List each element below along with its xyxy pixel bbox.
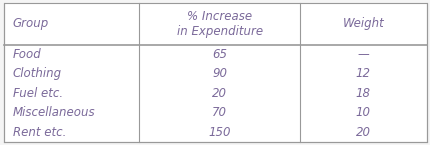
Text: Weight: Weight	[342, 17, 383, 30]
Text: 70: 70	[212, 106, 227, 119]
Text: 10: 10	[355, 106, 370, 119]
Text: 90: 90	[212, 67, 227, 80]
Text: 20: 20	[355, 126, 370, 139]
Text: % Increase
in Expenditure: % Increase in Expenditure	[176, 10, 262, 38]
Text: 150: 150	[208, 126, 230, 139]
Text: Miscellaneous: Miscellaneous	[13, 106, 95, 119]
Text: 12: 12	[355, 67, 370, 80]
Text: 65: 65	[212, 48, 227, 61]
Text: Food: Food	[13, 48, 42, 61]
Text: 18: 18	[355, 87, 370, 100]
Text: Group: Group	[13, 17, 49, 30]
Text: Clothing: Clothing	[13, 67, 62, 80]
Text: Fuel etc.: Fuel etc.	[13, 87, 63, 100]
Text: —: —	[356, 48, 369, 61]
Text: Rent etc.: Rent etc.	[13, 126, 66, 139]
Text: 20: 20	[212, 87, 227, 100]
